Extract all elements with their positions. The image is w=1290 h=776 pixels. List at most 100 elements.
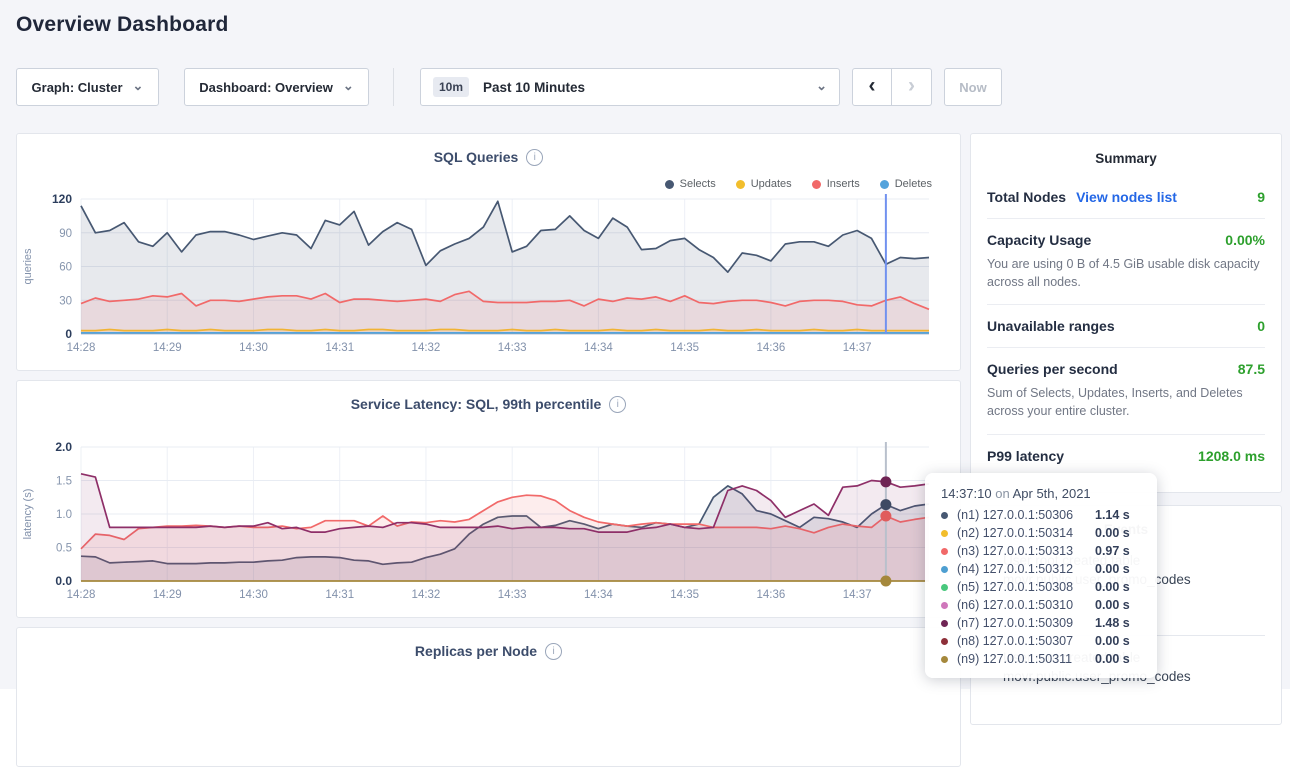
qps-description: Sum of Selects, Updates, Inserts, and De… [987, 386, 1243, 419]
svg-text:90: 90 [59, 228, 72, 240]
tooltip-node-rows: (n1) 127.0.0.1:50306 1.14 s (n2) 127.0.0.1… [941, 508, 1141, 666]
chart-title-row: Replicas per Node i [17, 641, 960, 661]
tooltip-date: Apr 5th, 2021 [1012, 486, 1091, 501]
legend-label: Inserts [826, 178, 860, 190]
summary-title: Summary [1095, 151, 1157, 166]
svg-text:14:37: 14:37 [843, 589, 872, 601]
sql-queries-legend: Selects Updates Inserts Deletes [664, 178, 932, 190]
svg-text:14:30: 14:30 [239, 589, 268, 601]
legend-item-selects[interactable]: Selects [664, 178, 716, 190]
svg-text:14:29: 14:29 [153, 342, 182, 354]
tooltip-node-address: (n3) 127.0.0.1:50313 [957, 544, 1074, 558]
chevron-left-icon: ‹ [868, 73, 876, 97]
tooltip-node-address: (n6) 127.0.0.1:50310 [957, 598, 1074, 612]
summary-row-qps: Queries per second 87.5 Sum of Selects, … [987, 347, 1265, 433]
series-color-dot-icon [941, 547, 948, 555]
svg-text:14:31: 14:31 [325, 342, 354, 354]
tooltip-node-address: (n7) 127.0.0.1:50309 [957, 616, 1074, 630]
controls-bar: Graph: Cluster ⌄ Dashboard: Overview ⌄ 1… [16, 68, 1002, 106]
graph-dropdown-label: Graph: Cluster [31, 79, 123, 95]
series-color-dot-icon [941, 511, 948, 519]
controls-divider [393, 68, 394, 106]
summary-row-p99: P99 latency 1208.0 ms [987, 433, 1265, 477]
legend-dot-icon [735, 179, 745, 189]
replicas-per-node-chart-card: Replicas per Node i [16, 627, 961, 767]
svg-text:14:33: 14:33 [498, 342, 527, 354]
service-latency-chart-title: Service Latency: SQL, 99th percentile [350, 396, 602, 412]
tooltip-node-value: 0.97 s [1095, 544, 1130, 558]
tooltip-node-address: (n4) 127.0.0.1:50312 [957, 562, 1074, 576]
svg-text:0.5: 0.5 [56, 543, 72, 555]
capacity-usage-description: You are using 0 B of 4.5 GiB usable disk… [987, 257, 1260, 290]
time-range-label: Past 10 Minutes [483, 79, 586, 95]
legend-item-inserts[interactable]: Inserts [811, 178, 860, 190]
chart-title-row: SQL Queries i [17, 147, 960, 167]
svg-text:2.0: 2.0 [55, 440, 72, 454]
summary-row-total-nodes: Total Nodes View nodes list 9 [987, 176, 1265, 218]
sql-queries-chart-title: SQL Queries [433, 149, 519, 165]
svg-text:14:35: 14:35 [670, 589, 699, 601]
tooltip-node-row: (n5) 127.0.0.1:50308 0.00 s [941, 580, 1141, 594]
svg-text:30: 30 [59, 295, 72, 307]
unavailable-ranges-label: Unavailable ranges [987, 318, 1115, 335]
legend-dot-icon [664, 179, 674, 189]
graph-dropdown[interactable]: Graph: Cluster ⌄ [16, 68, 159, 106]
dashboard-dropdown-label: Dashboard: Overview [199, 79, 333, 95]
tooltip-node-row: (n3) 127.0.0.1:50313 0.97 s [941, 544, 1141, 558]
tooltip-time: 14:37:10 [941, 486, 992, 501]
svg-text:0.0: 0.0 [55, 574, 72, 588]
tooltip-node-row: (n8) 127.0.0.1:50307 0.00 s [941, 634, 1141, 648]
tooltip-node-address: (n1) 127.0.0.1:50306 [957, 508, 1074, 522]
tooltip-on-word: on [995, 486, 1010, 501]
tooltip-node-row: (n1) 127.0.0.1:50306 1.14 s [941, 508, 1141, 522]
now-button[interactable]: Now [944, 68, 1002, 106]
next-time-button[interactable]: › [892, 68, 932, 106]
chevron-down-icon: ⌄ [342, 77, 354, 93]
svg-text:1.0: 1.0 [56, 509, 72, 521]
series-color-dot-icon [941, 601, 948, 609]
page-title: Overview Dashboard [16, 13, 229, 36]
svg-text:14:33: 14:33 [498, 589, 527, 601]
series-color-dot-icon [941, 619, 948, 627]
svg-text:14:32: 14:32 [412, 342, 441, 354]
legend-dot-icon [879, 179, 889, 189]
replicas-per-node-chart-title: Replicas per Node [414, 643, 538, 659]
svg-text:14:32: 14:32 [412, 589, 441, 601]
qps-label: Queries per second [987, 361, 1118, 378]
tooltip-node-value: 1.48 s [1095, 616, 1130, 630]
series-color-dot-icon [941, 529, 948, 537]
svg-text:1.5: 1.5 [56, 476, 72, 488]
info-icon[interactable]: i [526, 148, 544, 166]
p99-latency-label: P99 latency [987, 447, 1065, 464]
service-latency-chart-card: Service Latency: SQL, 99th percentile i … [16, 380, 961, 618]
tooltip-node-address: (n5) 127.0.0.1:50308 [957, 580, 1074, 594]
info-icon[interactable]: i [545, 642, 563, 660]
tooltip-node-row: (n2) 127.0.0.1:50314 0.00 s [941, 526, 1141, 540]
prev-time-button[interactable]: ‹ [852, 68, 892, 106]
legend-item-deletes[interactable]: Deletes [879, 178, 932, 190]
svg-text:queries: queries [22, 248, 34, 285]
svg-text:14:34: 14:34 [584, 342, 613, 354]
tooltip-timestamp: 14:37:10 on Apr 5th, 2021 [941, 486, 1141, 501]
p99-latency-value: 1208.0 ms [1198, 447, 1265, 464]
svg-text:14:28: 14:28 [67, 589, 96, 601]
legend-item-updates[interactable]: Updates [735, 178, 792, 190]
tooltip-node-value: 0.00 s [1095, 598, 1130, 612]
svg-text:14:31: 14:31 [325, 589, 354, 601]
sql-queries-chart-plot[interactable]: 14:28 14:29 14:30 14:31 14:32 14:33 14:34 14:35… [17, 189, 960, 370]
qps-value: 87.5 [1237, 361, 1265, 378]
info-icon[interactable]: i [609, 395, 627, 413]
summary-row-capacity: Capacity Usage 0.00% You are using 0 B o… [987, 218, 1265, 304]
tooltip-node-address: (n2) 127.0.0.1:50314 [957, 526, 1074, 540]
legend-label: Selects [679, 178, 716, 190]
tooltip-node-value: 0.00 s [1095, 634, 1130, 648]
tooltip-node-row: (n7) 127.0.0.1:50309 1.48 s [941, 616, 1141, 630]
service-latency-chart-plot[interactable]: 14:28 14:29 14:30 14:31 14:32 14:33 14:34 14:35… [17, 421, 960, 608]
svg-text:14:30: 14:30 [239, 342, 268, 354]
svg-text:0: 0 [65, 327, 72, 341]
dashboard-dropdown[interactable]: Dashboard: Overview ⌄ [184, 68, 369, 106]
view-nodes-list-link[interactable]: View nodes list [1076, 189, 1177, 205]
time-range-picker[interactable]: 10m Past 10 Minutes ⌄ [420, 68, 840, 106]
unavailable-ranges-value: 0 [1257, 318, 1265, 335]
